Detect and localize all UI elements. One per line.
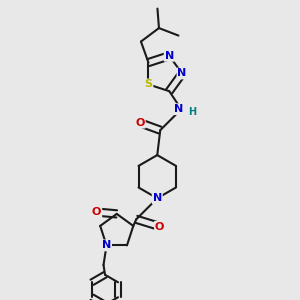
- Text: O: O: [136, 118, 145, 128]
- Text: O: O: [92, 207, 101, 218]
- Text: N: N: [178, 68, 187, 79]
- Text: S: S: [145, 80, 152, 89]
- Text: O: O: [155, 222, 164, 232]
- Text: N: N: [174, 104, 184, 114]
- Text: H: H: [188, 106, 196, 117]
- Text: N: N: [102, 240, 111, 250]
- Text: N: N: [153, 193, 162, 203]
- Text: N: N: [165, 51, 174, 61]
